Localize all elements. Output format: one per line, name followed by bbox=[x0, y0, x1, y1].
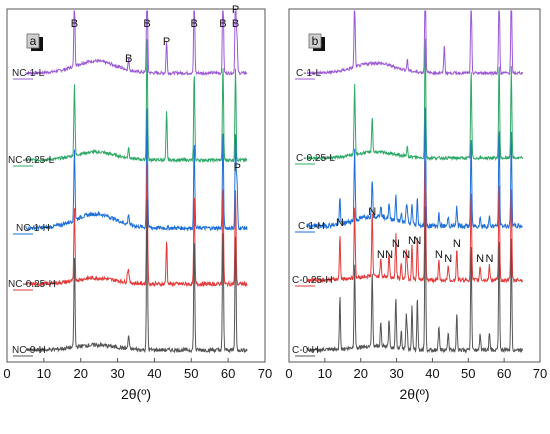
peak-label: N bbox=[476, 253, 484, 265]
trace-label: C-0.25-L bbox=[296, 153, 335, 164]
panel-b: 0 10 20 30 40 50 60 70 2θ(º) b C-1-L C-0.25-L C-1-H C… bbox=[285, 8, 547, 402]
panel-badge-label: a bbox=[30, 34, 37, 48]
peak-label: B bbox=[191, 18, 198, 30]
plot-frame bbox=[288, 8, 541, 363]
x-tick-label: 50 bbox=[461, 366, 475, 381]
panel-badge-label: b bbox=[312, 34, 319, 48]
x-tick-label: 30 bbox=[389, 366, 403, 381]
peak-label: N bbox=[453, 238, 461, 250]
trace-label: C-1-L bbox=[296, 68, 321, 79]
x-tick-label: 10 bbox=[318, 366, 332, 381]
x-tick-label: 70 bbox=[258, 366, 272, 381]
trace-label: C-0-H bbox=[292, 345, 319, 356]
x-tick-label: 20 bbox=[353, 366, 367, 381]
panel-badge bbox=[308, 33, 322, 49]
peak-label: B bbox=[71, 18, 78, 30]
trace-label: NC-0.25-H bbox=[8, 279, 56, 290]
peak-label: N bbox=[377, 249, 385, 261]
series-trace bbox=[25, 10, 248, 77]
series-trace bbox=[25, 108, 248, 232]
peak-label: N bbox=[413, 235, 421, 247]
peak-label: N bbox=[435, 249, 443, 261]
x-tick-label: 60 bbox=[221, 366, 235, 381]
plot-frame bbox=[6, 8, 266, 363]
x-tick-label: 70 bbox=[533, 366, 547, 381]
trace-label: NC-0-H bbox=[12, 345, 46, 356]
peak-label: P bbox=[232, 4, 239, 16]
trace-label: C-0.25-H bbox=[292, 275, 333, 286]
series-trace bbox=[306, 161, 523, 284]
peak-label: B bbox=[143, 18, 150, 30]
series-trace bbox=[24, 39, 248, 164]
x-tick-label: 0 bbox=[3, 366, 10, 381]
trace-label: C-1-H bbox=[298, 221, 325, 232]
peak-label: B bbox=[232, 18, 239, 30]
series-trace bbox=[306, 206, 523, 354]
trace-label: NC-0.25-L bbox=[8, 155, 55, 166]
x-tick-label: 20 bbox=[73, 366, 87, 381]
series-trace bbox=[25, 199, 248, 354]
peak-label: N bbox=[444, 253, 452, 265]
peak-label: B bbox=[125, 53, 132, 65]
peak-label: N bbox=[336, 217, 344, 229]
x-tick-label: 30 bbox=[110, 366, 124, 381]
x-axis-title: 2θ(º) bbox=[121, 386, 151, 402]
peak-label: N bbox=[368, 206, 376, 218]
series-trace bbox=[306, 38, 523, 162]
x-tick-label: 60 bbox=[497, 366, 511, 381]
x-tick-label: 40 bbox=[425, 366, 439, 381]
trace-label: NC-1-L bbox=[12, 68, 45, 79]
peak-label: N bbox=[385, 249, 393, 261]
series-trace bbox=[24, 164, 248, 288]
peak-label: P bbox=[163, 36, 170, 48]
panel-a: 0 10 20 30 40 50 60 70 2θ(º) a NC-1-L NC-0.25-L NC-1… bbox=[3, 4, 272, 402]
x-axis-title: 2θ(º) bbox=[399, 386, 429, 402]
peak-label: N bbox=[408, 235, 416, 247]
x-tick-label: 0 bbox=[285, 366, 292, 381]
peak-label: N bbox=[392, 238, 400, 250]
x-tick-label: 50 bbox=[184, 366, 198, 381]
series-trace bbox=[306, 10, 523, 77]
peak-label: P bbox=[234, 162, 241, 174]
peak-label: N bbox=[485, 253, 493, 265]
peak-label: N bbox=[402, 249, 410, 261]
trace-label: NC-1-H bbox=[16, 223, 50, 234]
series-trace bbox=[306, 107, 523, 230]
peak-label: B bbox=[219, 18, 226, 30]
x-tick-label: 10 bbox=[37, 366, 51, 381]
x-tick-label: 40 bbox=[147, 366, 161, 381]
panel-badge bbox=[26, 33, 40, 49]
